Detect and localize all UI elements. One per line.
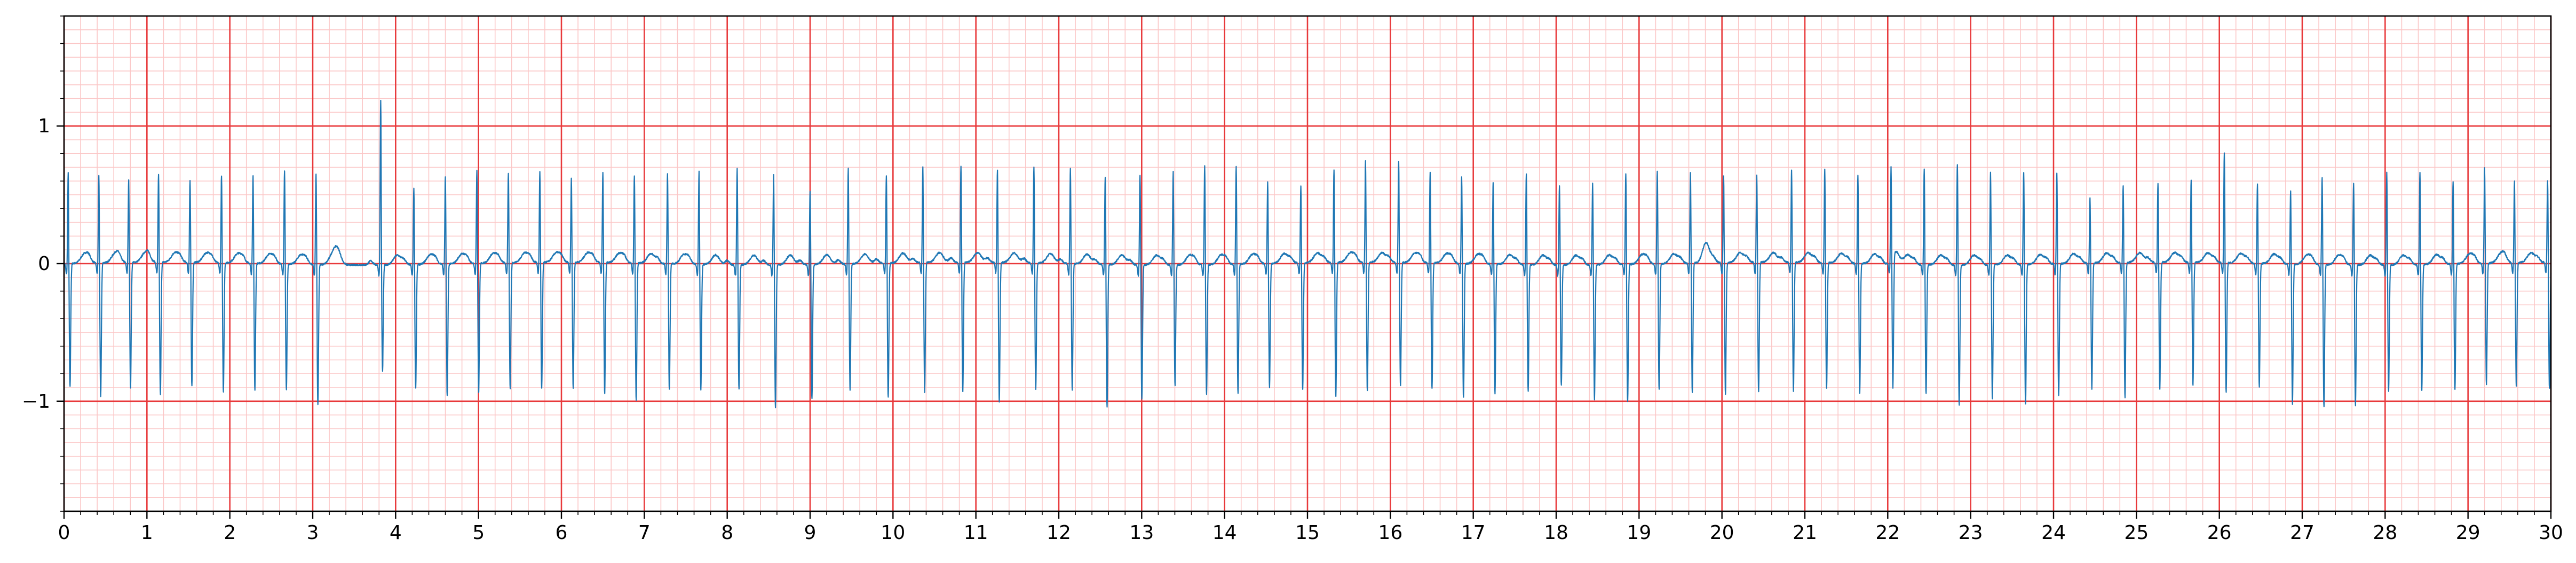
x-tick-label: 4: [390, 522, 402, 544]
r-peak-point: [1723, 172, 1724, 173]
x-tick-label: 26: [2207, 522, 2232, 544]
x-tick-label: 18: [1544, 522, 1568, 544]
r-peak-point: [1267, 178, 1268, 179]
r-peak-point: [1173, 167, 1174, 168]
r-peak-point: [221, 172, 222, 173]
y-tick-label: 1: [38, 115, 50, 137]
r-peak-point: [997, 167, 998, 168]
x-tick-label: 15: [1295, 522, 1320, 544]
x-tick-label: 17: [1461, 522, 1486, 544]
r-peak-point: [1657, 167, 1658, 168]
r-peak-point: [1461, 172, 1462, 173]
x-tick-label: 11: [964, 522, 988, 544]
r-peak-point: [1070, 164, 1071, 165]
r-peak-point: [1756, 172, 1757, 173]
r-peak-point: [190, 178, 191, 179]
x-tick-label: 5: [472, 522, 485, 544]
x-tick-label: 6: [556, 522, 568, 544]
r-peak-point: [737, 164, 738, 165]
x-tick-label: 2: [224, 522, 236, 544]
r-peak-point: [2353, 178, 2354, 179]
y-tick-label: 0: [38, 253, 50, 275]
x-tick-label: 1: [141, 522, 153, 544]
r-peak-point: [158, 172, 159, 173]
x-tick-label: 8: [721, 522, 733, 544]
x-tick-label: 9: [804, 522, 817, 544]
x-tick-label: 7: [638, 522, 651, 544]
x-tick-label: 19: [1627, 522, 1651, 544]
x-tick-label: 23: [1959, 522, 1983, 544]
x-tick-label: 13: [1129, 522, 1154, 544]
r-peak-point: [2290, 186, 2291, 187]
x-tick-label: 12: [1047, 522, 1071, 544]
r-peak-point: [1365, 159, 1366, 160]
x-tick-label: 14: [1212, 522, 1237, 544]
x-tick-label: 22: [1875, 522, 1900, 544]
y-tick-label: −1: [22, 391, 50, 413]
x-tick-label: 10: [881, 522, 905, 544]
x-tick-label: 24: [2041, 522, 2066, 544]
x-tick-label: 25: [2124, 522, 2149, 544]
r-peak-point: [445, 172, 446, 173]
r-peak-point: [1398, 159, 1399, 160]
x-tick-label: 30: [2539, 522, 2563, 544]
r-peak-point: [810, 186, 811, 187]
r-peak-point: [1990, 167, 1991, 168]
r-peak-point: [1105, 172, 1106, 173]
x-tick-label: 0: [58, 522, 70, 544]
r-peak-point: [284, 167, 285, 168]
r-peak-point: [848, 164, 849, 165]
r-peak-point: [2322, 172, 2323, 173]
r-peak-point: [2514, 178, 2515, 179]
x-tick-label: 16: [1378, 522, 1402, 544]
r-peak-point: [634, 172, 635, 173]
x-tick-label: 3: [307, 522, 319, 544]
x-tick-label: 28: [2373, 522, 2397, 544]
x-tick-label: 20: [1710, 522, 1734, 544]
x-tick-label: 21: [1793, 522, 1817, 544]
r-peak-point: [2224, 150, 2225, 151]
r-peak-point: [2484, 164, 2485, 165]
x-tick-label: 29: [2456, 522, 2480, 544]
r-peak-point: [2547, 178, 2548, 179]
x-tick-label: 27: [2290, 522, 2315, 544]
r-peak-point: [1592, 178, 1593, 179]
